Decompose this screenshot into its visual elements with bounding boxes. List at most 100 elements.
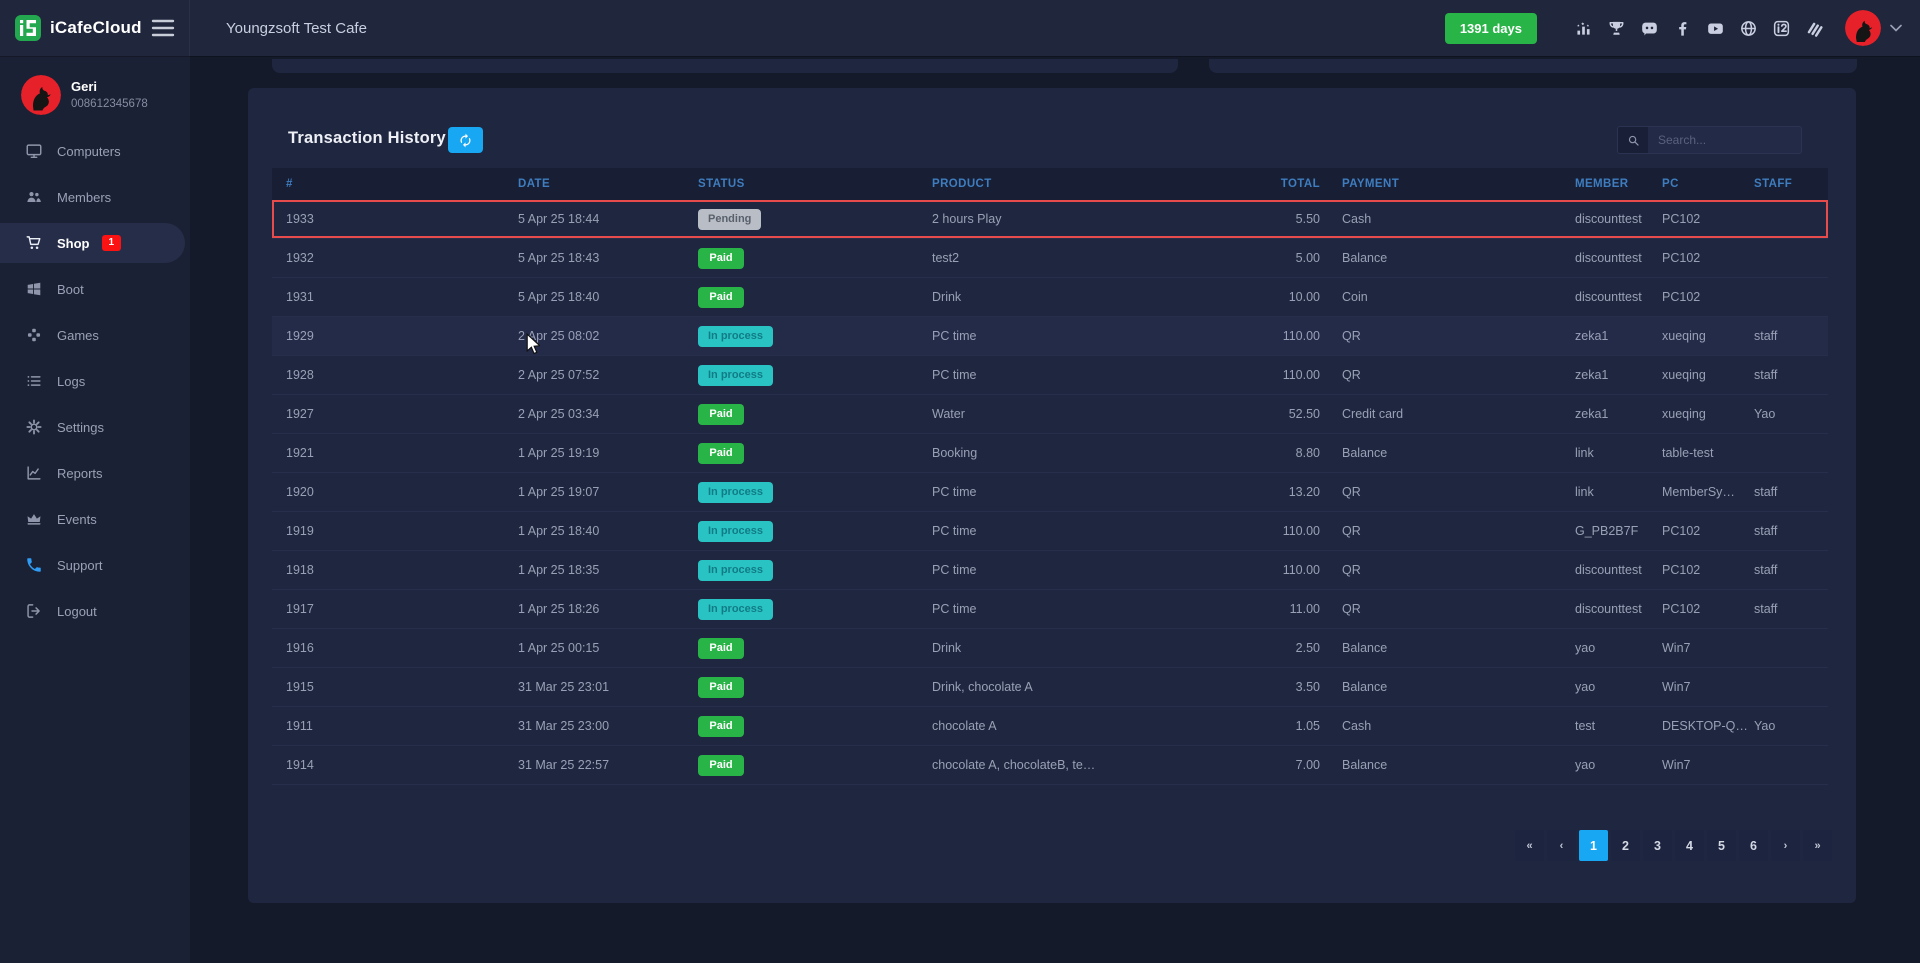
sidebar-item-logs[interactable]: Logs bbox=[0, 361, 185, 401]
cell-date: 1 Apr 25 18:40 bbox=[518, 524, 600, 538]
table-row[interactable]: 1928 2 Apr 25 07:52 In process PC time 110.0… bbox=[272, 356, 1828, 395]
ranking-icon[interactable] bbox=[1567, 16, 1600, 40]
status-badge: Paid bbox=[698, 715, 744, 737]
column-header-date[interactable]: DATE bbox=[518, 178, 551, 190]
user-phone: 008612345678 bbox=[71, 98, 148, 110]
menu-toggle-icon[interactable] bbox=[151, 18, 175, 38]
cell-status: Paid bbox=[698, 286, 932, 308]
sidebar-user-avatar[interactable] bbox=[21, 75, 61, 115]
cell-pc: PC102 bbox=[1662, 602, 1701, 616]
table-row[interactable]: 1918 1 Apr 25 18:35 In process PC time 110.0… bbox=[272, 551, 1828, 590]
license-days-badge[interactable]: 1391 days bbox=[1444, 12, 1537, 44]
table-row[interactable]: 1933 5 Apr 25 18:44 Pending 2 hours Play 5.5… bbox=[272, 200, 1828, 239]
cell-date: 31 Mar 25 23:01 bbox=[518, 680, 610, 694]
youngzsoft-icon[interactable] bbox=[1798, 16, 1831, 40]
user-menu[interactable] bbox=[1845, 10, 1902, 46]
page-6-button[interactable]: 6 bbox=[1739, 830, 1768, 861]
sidebar-item-label: Boot bbox=[57, 281, 84, 297]
table-row[interactable]: 1932 5 Apr 25 18:43 Paid test2 5.00 Balance di… bbox=[272, 239, 1828, 278]
chevron-down-icon[interactable] bbox=[1890, 24, 1902, 32]
column-header-status[interactable]: STATUS bbox=[698, 178, 745, 190]
sidebar-item-computers[interactable]: Computers bbox=[0, 131, 185, 171]
topbar-icon-group bbox=[1567, 16, 1831, 40]
sidebar-item-members[interactable]: Members bbox=[0, 177, 185, 217]
column-header-product[interactable]: PRODUCT bbox=[932, 178, 992, 190]
page-3-button[interactable]: 3 bbox=[1643, 830, 1672, 861]
cell-date: 1 Apr 25 18:26 bbox=[518, 602, 600, 616]
column-header-pc[interactable]: PC bbox=[1662, 178, 1679, 190]
table-row[interactable]: 1921 1 Apr 25 19:19 Paid Booking 8.80 Balance… bbox=[272, 434, 1828, 473]
cell-product: Drink bbox=[932, 641, 962, 655]
cell-status: In process bbox=[698, 481, 932, 503]
search-input[interactable] bbox=[1648, 127, 1801, 153]
cell-pc: DESKTOP-Q… bbox=[1662, 719, 1748, 733]
cell-total: 110.00 bbox=[1282, 368, 1320, 382]
main-content: Transaction History # DATE STATUS PRODUCT TO… bbox=[190, 56, 1920, 963]
youtube-icon[interactable] bbox=[1699, 16, 1732, 40]
page-title: Transaction History bbox=[288, 129, 446, 147]
sidebar-item-reports[interactable]: Reports bbox=[0, 453, 185, 493]
facebook-icon[interactable] bbox=[1666, 16, 1699, 40]
refresh-button[interactable] bbox=[448, 127, 483, 153]
sidebar-item-shop[interactable]: Shop 1 bbox=[0, 223, 185, 263]
trophy-icon[interactable] bbox=[1600, 16, 1633, 40]
sidebar-item-label: Logout bbox=[57, 603, 97, 619]
icafecloud-app-icon[interactable] bbox=[1765, 16, 1798, 40]
user-name: Geri bbox=[71, 79, 98, 94]
sidebar-item-settings[interactable]: Settings bbox=[0, 407, 185, 447]
cell-product: test2 bbox=[932, 251, 960, 265]
last-page-button[interactable]: » bbox=[1803, 830, 1832, 861]
cell-id: 1933 bbox=[286, 212, 314, 226]
column-header-total[interactable]: TOTAL bbox=[1280, 178, 1320, 190]
cell-product: Drink, chocolate A bbox=[932, 680, 1033, 694]
cell-total: 110.00 bbox=[1282, 524, 1320, 538]
cell-product: chocolate A, chocolateB, te… bbox=[932, 758, 1096, 772]
cell-id: 1919 bbox=[286, 524, 314, 538]
cell-member: yao bbox=[1575, 680, 1596, 694]
page-4-button[interactable]: 4 bbox=[1675, 830, 1704, 861]
cell-date: 5 Apr 25 18:43 bbox=[518, 251, 600, 265]
page-5-button[interactable]: 5 bbox=[1707, 830, 1736, 861]
table-row[interactable]: 1917 1 Apr 25 18:26 In process PC time 11.00… bbox=[272, 590, 1828, 629]
user-avatar[interactable] bbox=[1845, 10, 1881, 46]
cell-pc: MemberSy… bbox=[1662, 485, 1735, 499]
column-header-payment[interactable]: PAYMENT bbox=[1342, 178, 1400, 190]
globe-icon[interactable] bbox=[1732, 16, 1765, 40]
cell-member: discounttest bbox=[1575, 290, 1642, 304]
table-row[interactable]: 1920 1 Apr 25 19:07 In process PC time 13.20… bbox=[272, 473, 1828, 512]
sidebar-item-boot[interactable]: Boot bbox=[0, 269, 185, 309]
cell-product: PC time bbox=[932, 485, 977, 499]
table-row[interactable]: 1916 1 Apr 25 00:15 Paid Drink 2.50 Balance ya… bbox=[272, 629, 1828, 668]
table-row[interactable]: 1927 2 Apr 25 03:34 Paid Water 52.50 Credit c… bbox=[272, 395, 1828, 434]
cell-staff: Yao bbox=[1754, 407, 1776, 421]
support-icon bbox=[25, 556, 43, 574]
cell-date: 2 Apr 25 07:52 bbox=[518, 368, 600, 382]
prev-page-button[interactable]: ‹ bbox=[1547, 830, 1576, 861]
first-page-button[interactable]: « bbox=[1515, 830, 1544, 861]
column-header-staff[interactable]: STAFF bbox=[1754, 178, 1793, 190]
table-row[interactable]: 1919 1 Apr 25 18:40 In process PC time 110.0… bbox=[272, 512, 1828, 551]
table-row[interactable]: 1911 31 Mar 25 23:00 Paid chocolate A 1.05 Ca… bbox=[272, 707, 1828, 746]
table-row[interactable]: 1914 31 Mar 25 22:57 Paid chocolate A, choc… bbox=[272, 746, 1828, 785]
cell-product: PC time bbox=[932, 524, 977, 538]
next-page-button[interactable]: › bbox=[1771, 830, 1800, 861]
column-header-member[interactable]: MEMBER bbox=[1575, 178, 1629, 190]
column-header-id[interactable]: # bbox=[286, 178, 293, 190]
cell-pc: PC102 bbox=[1662, 563, 1701, 577]
discord-icon[interactable] bbox=[1633, 16, 1666, 40]
page-2-button[interactable]: 2 bbox=[1611, 830, 1640, 861]
games-icon bbox=[25, 326, 43, 344]
table-row[interactable]: 1931 5 Apr 25 18:40 Paid Drink 10.00 Coin disc… bbox=[272, 278, 1828, 317]
cell-payment: Cash bbox=[1342, 212, 1372, 226]
sidebar-item-logout[interactable]: Logout bbox=[0, 591, 185, 631]
sidebar-item-events[interactable]: Events bbox=[0, 499, 185, 539]
sidebar-nav: Computers Members Shop 1 Boot Games Logs Settin… bbox=[0, 131, 190, 637]
page-1-button[interactable]: 1 bbox=[1579, 830, 1608, 861]
cell-status: Paid bbox=[698, 442, 932, 464]
table-row[interactable]: 1915 31 Mar 25 23:01 Paid Drink, chocolate … bbox=[272, 668, 1828, 707]
sidebar-item-games[interactable]: Games bbox=[0, 315, 185, 355]
table-row[interactable]: 1929 2 Apr 25 08:02 In process PC time 110.0… bbox=[272, 317, 1828, 356]
sidebar-item-support[interactable]: Support bbox=[0, 545, 185, 585]
logs-icon bbox=[25, 372, 43, 390]
